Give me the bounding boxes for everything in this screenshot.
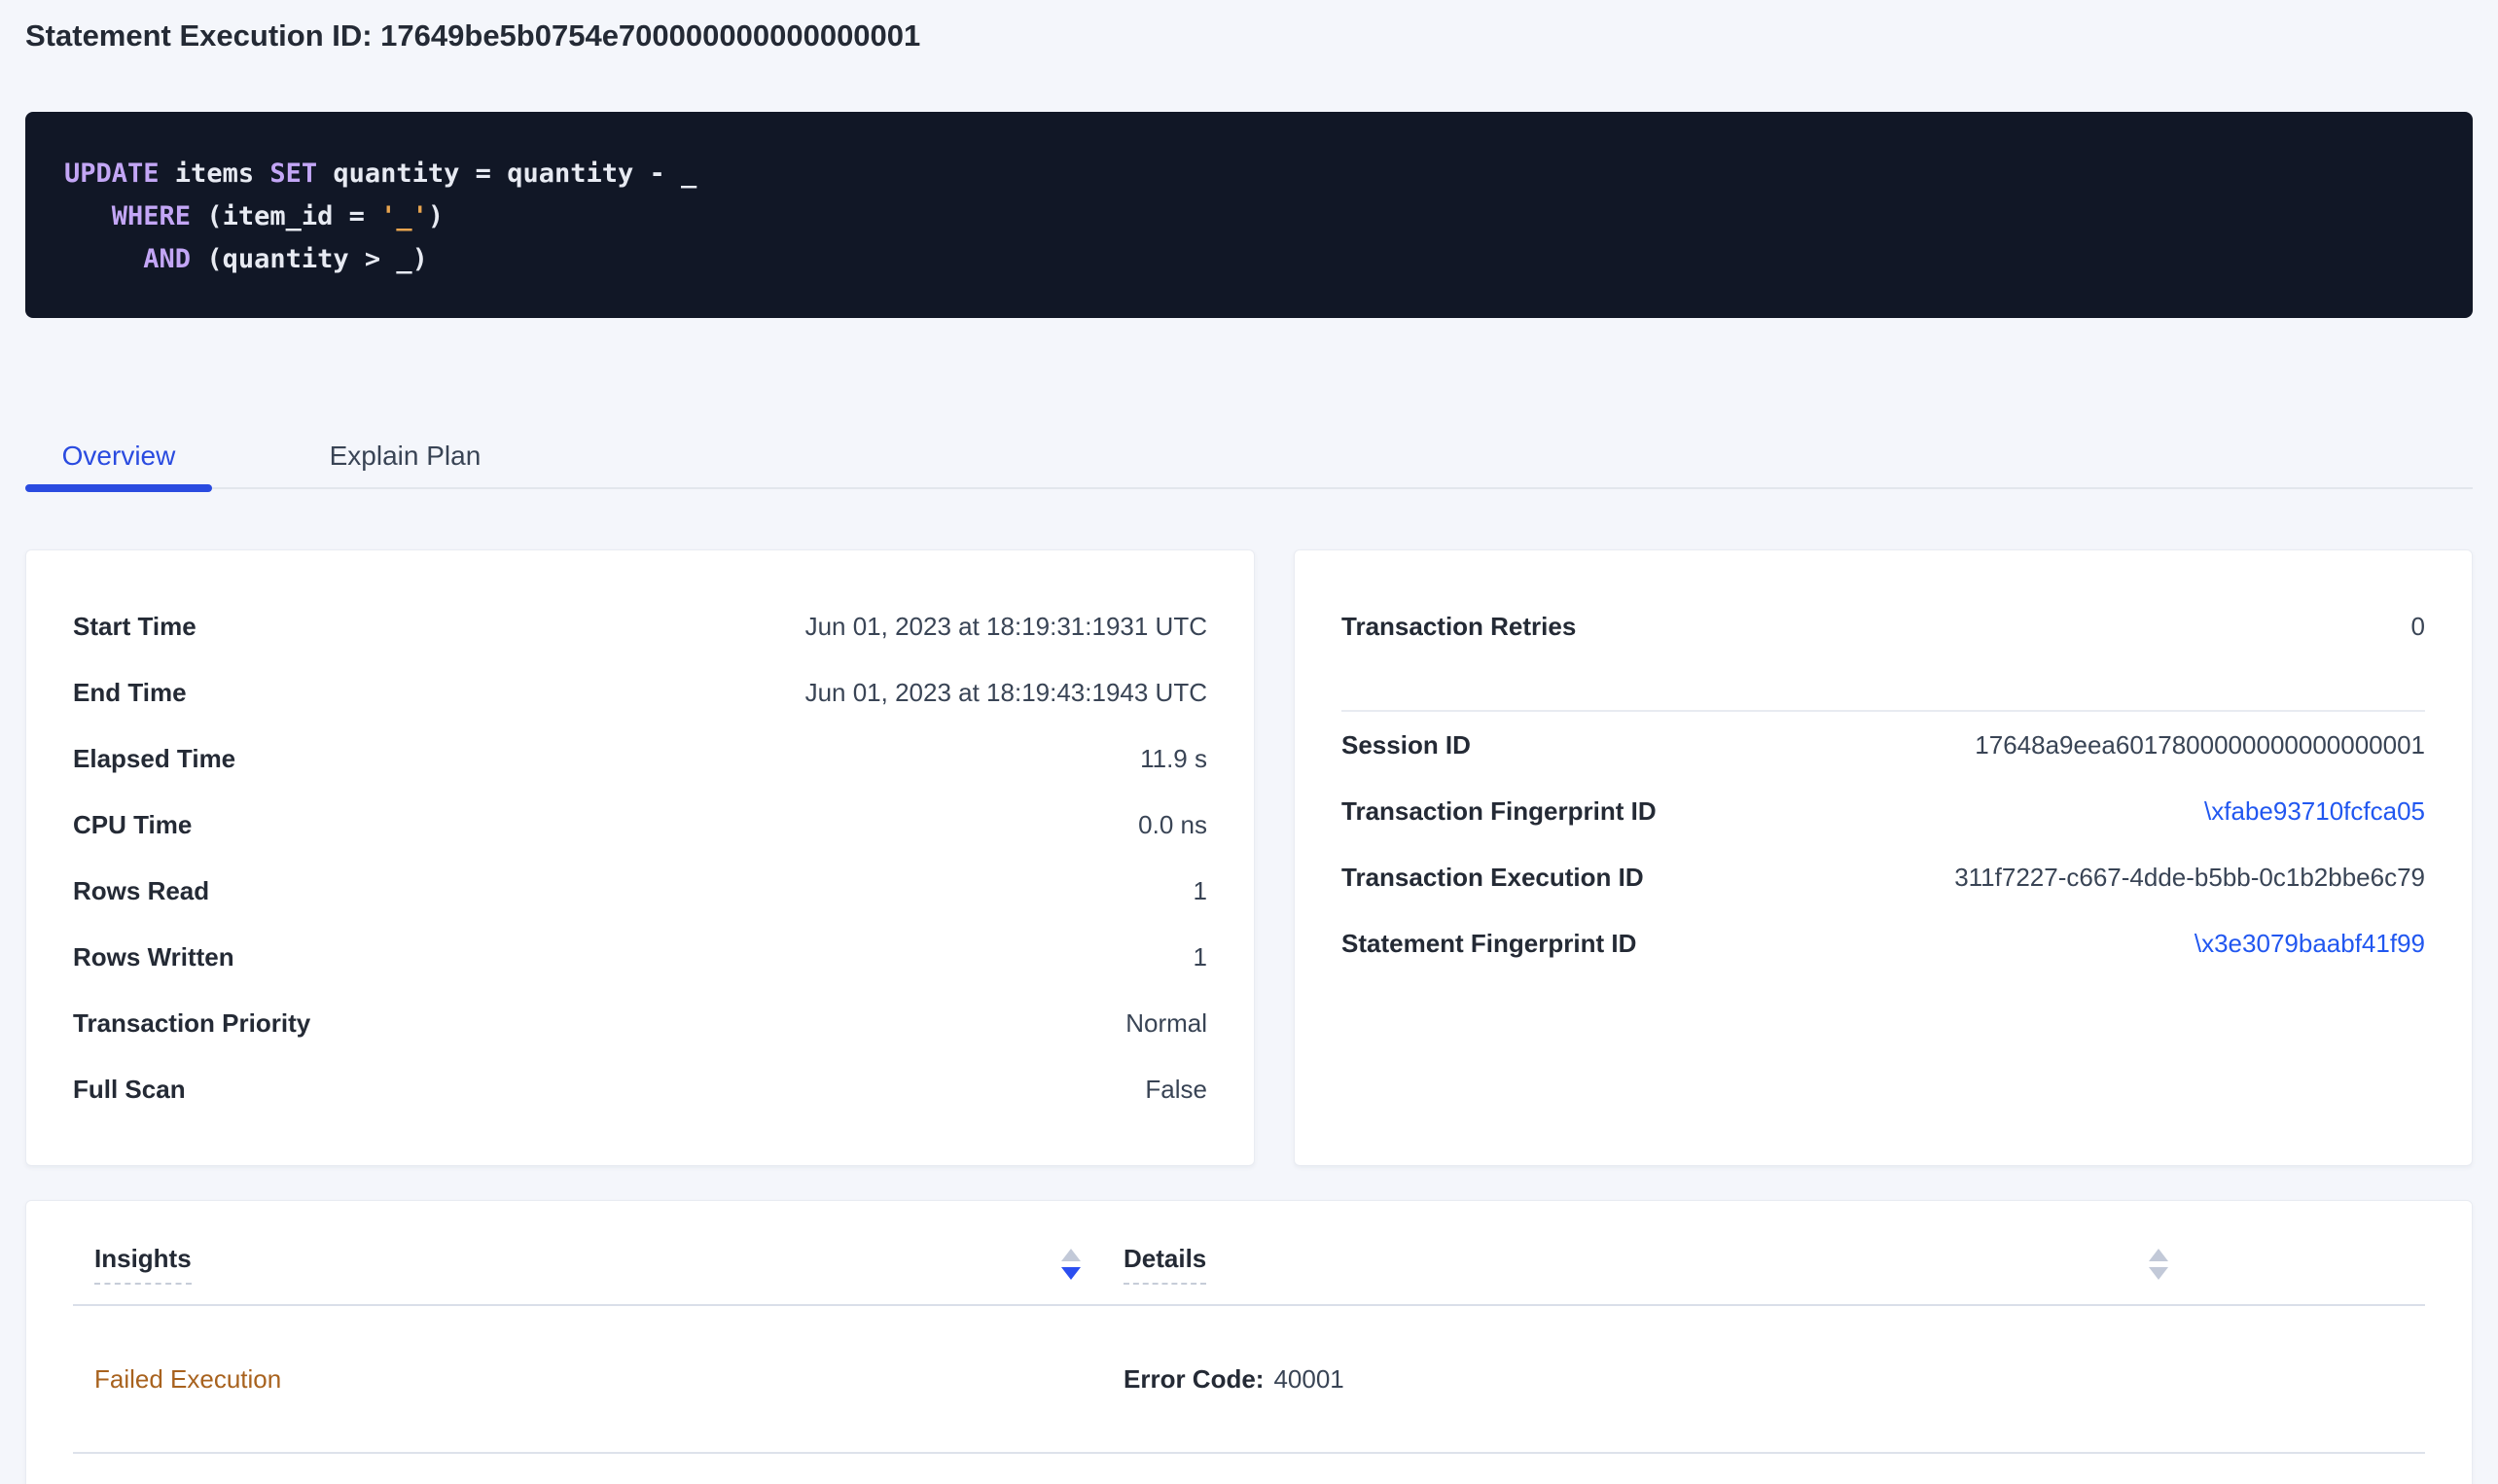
kv-label: Elapsed Time bbox=[73, 743, 236, 773]
overview-details-card: Start Time Jun 01, 2023 at 18:19:31:1931… bbox=[25, 549, 1255, 1166]
kv-row-elapsed-time: Elapsed Time 11.9 s bbox=[73, 725, 1207, 792]
tab-bar: Overview Explain Plan bbox=[25, 433, 2473, 492]
kv-value: False bbox=[1145, 1074, 1207, 1104]
kv-value: 0 bbox=[2410, 611, 2425, 641]
kv-label: Transaction Fingerprint ID bbox=[1341, 795, 1657, 826]
kv-row-transaction-fingerprint-id: Transaction Fingerprint ID \xfabe93710fc… bbox=[1341, 778, 2425, 844]
sort-asc-icon bbox=[2149, 1249, 2168, 1261]
kv-value: Jun 01, 2023 at 18:19:31:1931 UTC bbox=[804, 611, 1207, 641]
insight-type-label: Failed Execution bbox=[94, 1363, 282, 1394]
sort-desc-icon bbox=[2149, 1267, 2168, 1280]
kv-label: Transaction Retries bbox=[1341, 611, 1577, 641]
kv-label: Transaction Priority bbox=[73, 1007, 311, 1038]
column-header-insights[interactable]: Insights bbox=[94, 1244, 192, 1285]
sort-desc-icon bbox=[1061, 1267, 1081, 1280]
kv-row-rows-read: Rows Read 1 bbox=[73, 858, 1207, 924]
sql-line: UPDATE items SET quantity = quantity - _ bbox=[64, 159, 697, 189]
error-code-value: 40001 bbox=[1273, 1363, 1344, 1394]
kv-row-session-id: Session ID 17648a9eea6017800000000000000… bbox=[1341, 712, 2425, 778]
kv-row-rows-written: Rows Written 1 bbox=[73, 924, 1207, 990]
statement-fingerprint-link[interactable]: \x3e3079baabf41f99 bbox=[2194, 928, 2425, 958]
insight-row: Failed Execution Error Code: 40001 bbox=[73, 1306, 2425, 1454]
kv-row-cpu-time: CPU Time 0.0 ns bbox=[73, 792, 1207, 858]
insights-table-card: Insights Details Failed Execution Err bbox=[25, 1200, 2473, 1484]
kv-label: Full Scan bbox=[73, 1074, 186, 1104]
kv-value: 1 bbox=[1193, 941, 1207, 972]
sort-icon-insights[interactable] bbox=[1061, 1249, 1081, 1280]
sql-statement-box: UPDATE items SET quantity = quantity - _… bbox=[25, 112, 2473, 318]
sql-line: WHERE (item_id = '_') bbox=[111, 201, 445, 231]
kv-value: Jun 01, 2023 at 18:19:43:1943 UTC bbox=[804, 677, 1207, 707]
kv-value: 0.0 ns bbox=[1138, 809, 1207, 839]
kv-label: Statement Fingerprint ID bbox=[1341, 928, 1637, 958]
kv-label: CPU Time bbox=[73, 809, 193, 839]
sql-line: AND (quantity > _) bbox=[143, 244, 428, 274]
kv-row-transaction-retries: Transaction Retries 0 bbox=[1341, 593, 2425, 659]
kv-value: 1 bbox=[1193, 875, 1207, 905]
sort-icon-details[interactable] bbox=[2149, 1249, 2168, 1280]
error-code-label: Error Code: bbox=[1124, 1363, 1265, 1394]
kv-value: Normal bbox=[1125, 1007, 1207, 1038]
transaction-fingerprint-link[interactable]: \xfabe93710fcfca05 bbox=[2204, 795, 2425, 826]
transaction-details-card: Transaction Retries 0 Session ID 17648a9… bbox=[1294, 549, 2473, 1166]
kv-row-transaction-execution-id: Transaction Execution ID 311f7227-c667-4… bbox=[1341, 844, 2425, 910]
kv-row-statement-fingerprint-id: Statement Fingerprint ID \x3e3079baabf41… bbox=[1341, 910, 2425, 976]
kv-label: Start Time bbox=[73, 611, 196, 641]
kv-value: 311f7227-c667-4dde-b5bb-0c1b2bbe6c79 bbox=[1954, 862, 2425, 892]
kv-value: 11.9 s bbox=[1140, 743, 1207, 773]
insights-table-header: Insights Details bbox=[73, 1224, 2425, 1306]
kv-label: Rows Written bbox=[73, 941, 234, 972]
kv-label: Rows Read bbox=[73, 875, 210, 905]
kv-value: 17648a9eea6017800000000000000001 bbox=[1975, 729, 2425, 760]
kv-row-end-time: End Time Jun 01, 2023 at 18:19:43:1943 U… bbox=[73, 659, 1207, 725]
kv-label: Session ID bbox=[1341, 729, 1471, 760]
kv-row-transaction-priority: Transaction Priority Normal bbox=[73, 990, 1207, 1056]
sort-asc-icon bbox=[1061, 1249, 1081, 1261]
page-title: Statement Execution ID: 17649be5b0754e70… bbox=[25, 18, 921, 53]
kv-label: End Time bbox=[73, 677, 187, 707]
kv-row-full-scan: Full Scan False bbox=[73, 1056, 1207, 1122]
tab-overview[interactable]: Overview bbox=[61, 441, 176, 471]
kv-label: Transaction Execution ID bbox=[1341, 862, 1644, 892]
tab-explain-plan[interactable]: Explain Plan bbox=[329, 441, 482, 471]
card-divider bbox=[1341, 710, 2425, 712]
kv-row-start-time: Start Time Jun 01, 2023 at 18:19:31:1931… bbox=[73, 593, 1207, 659]
active-tab-indicator bbox=[25, 484, 212, 492]
column-header-details[interactable]: Details bbox=[1124, 1244, 1207, 1285]
